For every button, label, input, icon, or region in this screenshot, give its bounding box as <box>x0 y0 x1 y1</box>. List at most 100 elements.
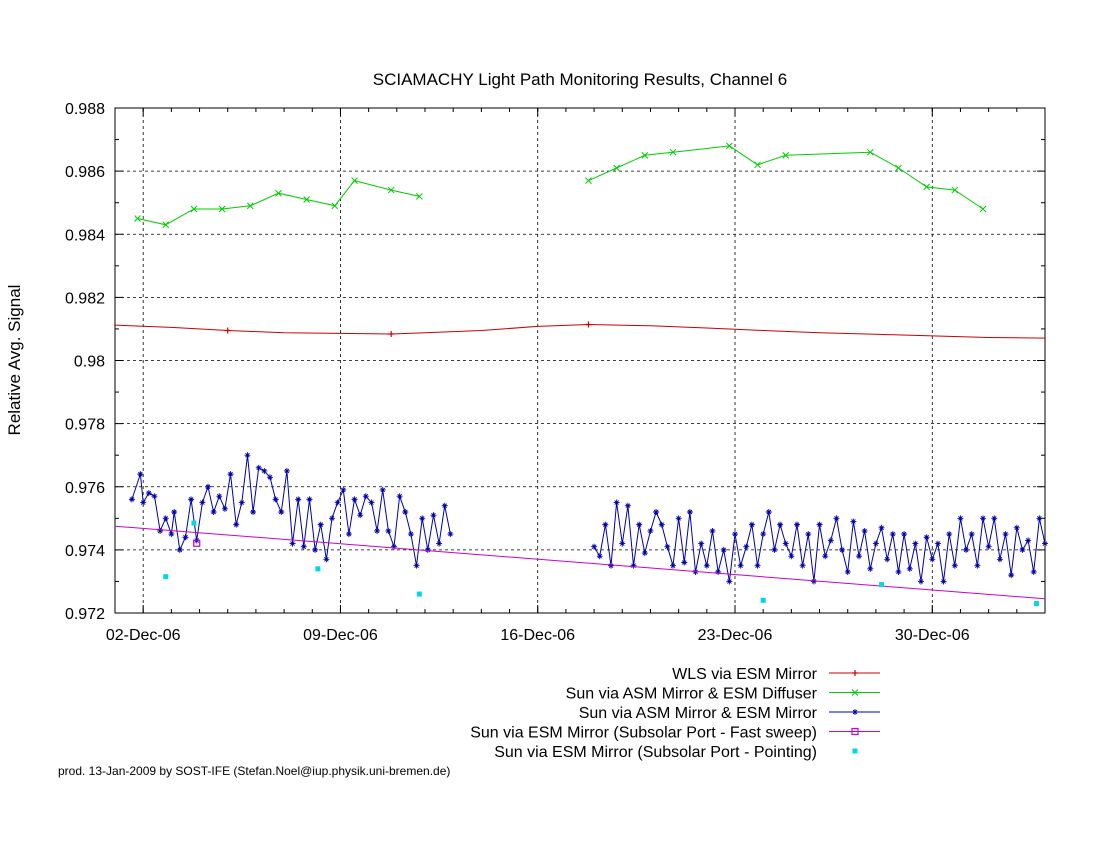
cross-marker <box>726 142 733 150</box>
y-tick-label: 0.982 <box>65 290 105 307</box>
star-marker <box>402 509 409 515</box>
legend-label: Sun via ASM Mirror & ESM Diffuser <box>566 686 818 703</box>
star-marker <box>794 521 800 528</box>
cross-marker <box>331 202 339 210</box>
star-marker <box>447 531 454 538</box>
star-marker <box>852 709 858 715</box>
star-marker <box>596 553 603 560</box>
star-marker <box>216 493 223 500</box>
cross-marker <box>246 202 254 210</box>
star-marker <box>151 493 158 500</box>
legend-label: Sun via ESM Mirror (Subsolar Port - Fast… <box>470 725 817 742</box>
cross-marker <box>895 164 902 172</box>
star-marker <box>289 540 296 547</box>
plus-marker <box>224 327 231 334</box>
star-marker <box>856 553 862 560</box>
series-line <box>137 180 420 226</box>
star-marker <box>760 531 767 538</box>
star-marker <box>379 486 386 493</box>
star-marker <box>980 515 986 522</box>
star-marker <box>362 493 369 500</box>
star-marker <box>385 527 392 534</box>
star-marker <box>996 556 1003 563</box>
y-tick-label: 0.984 <box>65 227 105 244</box>
x-tick-label: 02-Dec-06 <box>106 627 181 644</box>
legend-item: Sun via ASM Mirror & ESM Diffuser <box>566 686 880 703</box>
series-0 <box>114 321 1046 339</box>
star-marker <box>624 502 631 509</box>
y-tick-label: 0.988 <box>65 101 105 118</box>
star-marker <box>878 524 885 531</box>
star-marker <box>283 467 290 474</box>
star-marker <box>430 512 437 519</box>
filled-square-marker <box>315 566 321 572</box>
star-marker <box>743 543 750 550</box>
star-marker <box>323 556 330 563</box>
star-marker <box>641 550 648 557</box>
star-marker <box>951 562 958 569</box>
star-marker <box>199 499 206 506</box>
star-marker <box>340 486 347 493</box>
y-tick-label: 0.986 <box>65 164 105 181</box>
star-marker <box>968 531 975 538</box>
star-marker <box>822 553 829 560</box>
star-marker <box>407 531 414 538</box>
star-marker <box>613 499 620 506</box>
star-marker <box>788 553 795 560</box>
filled-square-marker <box>191 520 197 526</box>
star-marker <box>137 471 144 478</box>
star-marker <box>715 568 722 575</box>
star-marker <box>658 521 665 528</box>
star-marker <box>709 527 716 534</box>
star-marker <box>357 512 364 519</box>
cross-marker <box>303 196 310 203</box>
star-marker <box>591 543 598 550</box>
star-marker <box>934 540 941 547</box>
x-tick-label: 23-Dec-06 <box>698 627 773 644</box>
legend-item: Sun via ESM Mirror (Subsolar Port - Poin… <box>494 744 858 761</box>
star-marker <box>317 521 324 528</box>
legend-label: Sun via ESM Mirror (Subsolar Port - Poin… <box>494 744 817 761</box>
star-marker <box>255 464 262 471</box>
star-marker <box>168 531 175 538</box>
star-marker <box>162 515 169 522</box>
cross-marker <box>162 221 170 229</box>
star-marker <box>210 509 217 515</box>
star-marker <box>867 565 874 572</box>
star-marker <box>748 521 755 528</box>
star-marker <box>295 496 302 503</box>
legend-item: Sun via ASM Mirror & ESM Mirror <box>579 705 880 722</box>
star-marker <box>188 496 195 503</box>
star-marker <box>140 499 147 506</box>
star-marker <box>675 515 682 522</box>
star-marker <box>799 562 806 569</box>
star-marker <box>602 521 609 528</box>
star-marker <box>1042 540 1048 547</box>
series-line <box>588 145 984 210</box>
star-marker <box>765 509 772 515</box>
star-marker <box>205 483 211 490</box>
star-marker <box>306 496 313 503</box>
legend: WLS via ESM Mirror Sun via ASM Mirror & E… <box>470 666 880 761</box>
star-marker <box>698 540 705 547</box>
star-marker <box>850 518 857 525</box>
star-marker <box>929 556 936 563</box>
star-marker <box>861 527 868 534</box>
cross-marker <box>851 689 859 696</box>
star-marker <box>329 515 335 522</box>
star-marker <box>889 531 896 538</box>
star-marker <box>221 505 228 512</box>
star-marker <box>278 509 285 515</box>
x-tick-label: 16-Dec-06 <box>500 627 575 644</box>
cross-marker <box>585 177 592 184</box>
star-marker <box>985 543 992 550</box>
legend-item: WLS via ESM Mirror <box>672 666 880 683</box>
filled-square-marker <box>879 582 885 588</box>
chart-title: SCIAMACHY Light Path Monitoring Results,… <box>373 70 788 89</box>
star-marker <box>732 531 738 538</box>
star-marker <box>424 546 431 553</box>
star-marker <box>703 562 710 569</box>
cross-marker <box>190 205 198 213</box>
star-marker <box>670 562 676 569</box>
